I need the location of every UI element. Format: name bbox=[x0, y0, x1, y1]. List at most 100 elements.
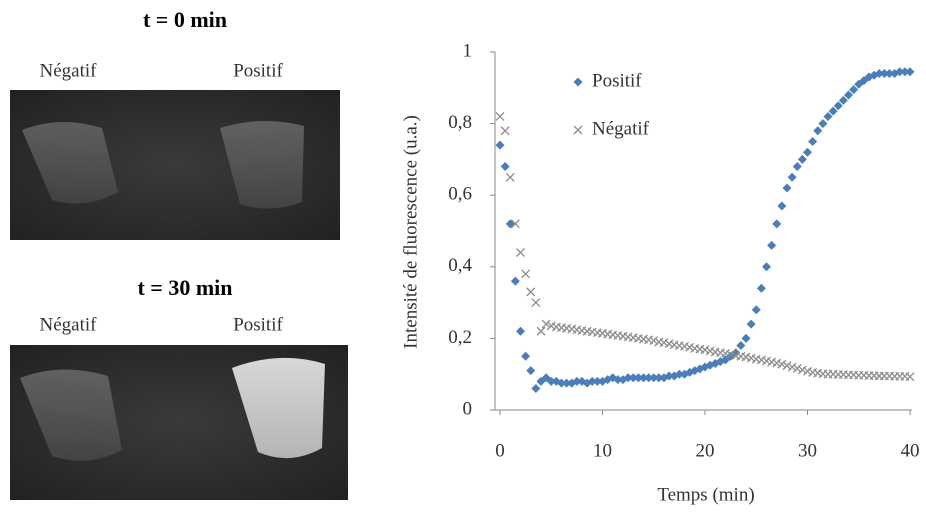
point bbox=[777, 201, 787, 211]
point bbox=[772, 219, 782, 229]
point bbox=[531, 384, 541, 394]
point bbox=[572, 376, 582, 386]
point bbox=[526, 287, 536, 297]
point bbox=[510, 276, 520, 286]
point bbox=[751, 305, 761, 315]
point bbox=[905, 372, 915, 382]
point bbox=[736, 341, 746, 351]
point bbox=[521, 269, 531, 279]
y-axis-label: Intensité de fluorescence (u.a.) bbox=[400, 115, 421, 349]
point bbox=[557, 378, 566, 388]
point bbox=[849, 85, 859, 95]
point bbox=[649, 373, 659, 383]
point bbox=[838, 95, 848, 105]
point bbox=[505, 172, 515, 182]
point bbox=[531, 298, 541, 308]
legend-marker bbox=[573, 125, 583, 135]
point bbox=[741, 333, 751, 343]
point bbox=[495, 111, 505, 121]
photo-label: Positif bbox=[233, 314, 283, 335]
point bbox=[505, 219, 515, 229]
point bbox=[592, 376, 602, 386]
point bbox=[562, 378, 572, 388]
photo-label: Positif bbox=[233, 60, 283, 81]
y-tick-label: 0,4 bbox=[448, 255, 472, 276]
point bbox=[756, 283, 766, 293]
point bbox=[782, 183, 792, 193]
tube bbox=[220, 120, 304, 209]
point bbox=[895, 67, 905, 77]
point bbox=[664, 371, 674, 381]
point bbox=[767, 240, 777, 250]
point bbox=[803, 147, 812, 157]
point bbox=[674, 369, 684, 379]
point bbox=[633, 373, 643, 383]
point bbox=[516, 326, 525, 336]
point bbox=[787, 362, 797, 372]
photo-title: t = 30 min bbox=[137, 275, 232, 300]
photo-panel: t = 0 min Négatif Positif t = 30 min Nég… bbox=[10, 7, 348, 500]
point bbox=[536, 326, 546, 336]
y-tick-label: 1 bbox=[463, 40, 473, 61]
point bbox=[644, 373, 654, 383]
point bbox=[613, 375, 623, 385]
point bbox=[885, 68, 894, 78]
x-tick-label: 0 bbox=[495, 440, 505, 461]
point bbox=[546, 376, 556, 386]
point bbox=[649, 336, 659, 346]
point bbox=[905, 67, 915, 77]
point bbox=[777, 359, 787, 369]
point bbox=[844, 90, 853, 100]
tube bbox=[232, 357, 325, 459]
legend-marker bbox=[573, 77, 583, 87]
point bbox=[762, 262, 771, 272]
point bbox=[500, 162, 510, 172]
point bbox=[516, 248, 525, 257]
point bbox=[782, 361, 792, 371]
y-tick-label: 0,2 bbox=[448, 327, 472, 348]
point bbox=[731, 348, 741, 358]
photo-title: t = 0 min bbox=[143, 7, 227, 32]
point bbox=[808, 137, 818, 146]
x-tick-label: 30 bbox=[798, 440, 817, 461]
point bbox=[813, 126, 823, 136]
point bbox=[495, 140, 505, 150]
y-tick-label: 0,6 bbox=[448, 184, 472, 205]
point bbox=[797, 154, 807, 164]
point bbox=[900, 67, 910, 77]
point bbox=[587, 376, 597, 386]
point bbox=[746, 319, 756, 329]
tube bbox=[22, 121, 118, 204]
photo-label: Négatif bbox=[40, 314, 98, 335]
x-tick-label: 40 bbox=[901, 440, 920, 461]
point bbox=[797, 365, 807, 375]
point bbox=[639, 373, 648, 383]
point bbox=[654, 373, 664, 383]
y-tick-label: 0 bbox=[463, 398, 473, 419]
point bbox=[874, 68, 884, 78]
x-axis-label: Temps (min) bbox=[657, 484, 754, 505]
point bbox=[541, 319, 551, 329]
legend-label: Positif bbox=[592, 70, 642, 91]
x-tick-label: 20 bbox=[696, 440, 715, 461]
x-tick-label: 10 bbox=[593, 440, 612, 461]
point bbox=[823, 111, 833, 121]
point bbox=[623, 373, 633, 383]
legend-label: Négatif bbox=[592, 118, 650, 139]
point bbox=[828, 106, 838, 116]
point bbox=[787, 172, 797, 182]
point bbox=[500, 126, 510, 136]
point bbox=[526, 366, 536, 376]
photo-label: Négatif bbox=[40, 60, 98, 81]
point bbox=[521, 351, 531, 361]
point bbox=[818, 119, 828, 129]
tube bbox=[20, 369, 122, 461]
point bbox=[510, 219, 520, 229]
point bbox=[879, 68, 889, 78]
point bbox=[833, 101, 843, 111]
point bbox=[628, 373, 638, 383]
chart: Intensité de fluorescence (u.a.) Temps (… bbox=[400, 52, 912, 505]
point bbox=[792, 364, 802, 373]
point bbox=[792, 162, 802, 172]
